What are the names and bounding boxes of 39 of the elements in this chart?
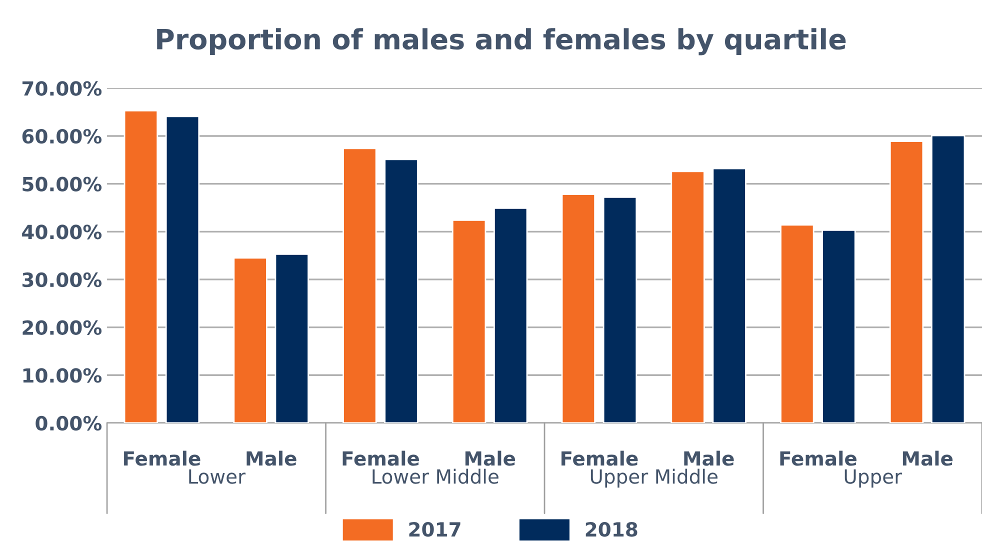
bar bbox=[124, 110, 158, 423]
bar bbox=[889, 140, 924, 423]
y-tick-label: 20.00% bbox=[22, 320, 102, 335]
y-tick-label: 60.00% bbox=[22, 128, 102, 144]
x-tick-label: Female bbox=[124, 450, 200, 466]
bar bbox=[342, 148, 377, 423]
text: Lower Middle bbox=[372, 468, 498, 484]
bar bbox=[670, 170, 705, 423]
bar bbox=[930, 134, 966, 423]
y-tick-label: 40.00% bbox=[22, 224, 102, 240]
bar bbox=[602, 196, 638, 423]
bar bbox=[561, 194, 596, 423]
bar bbox=[822, 230, 856, 423]
bar bbox=[233, 257, 268, 423]
bar bbox=[780, 224, 814, 423]
text: Upper bbox=[844, 469, 902, 488]
x-tick-label: Male bbox=[684, 450, 734, 466]
x-tick-label: Female bbox=[562, 450, 638, 466]
x-tick-label: Female bbox=[780, 450, 856, 466]
y-tick-label: 10.00% bbox=[23, 368, 102, 383]
legend-label: 2017 bbox=[409, 522, 460, 537]
bar bbox=[274, 253, 309, 423]
bar bbox=[165, 116, 200, 423]
bar bbox=[452, 219, 486, 423]
y-tick-label: 0.00% bbox=[36, 416, 102, 431]
text: Lower bbox=[189, 469, 246, 484]
y-tick-label: 50.00% bbox=[22, 176, 102, 192]
bar bbox=[384, 158, 418, 423]
x-tick-label: Male bbox=[465, 450, 516, 466]
x-tick-label: Female bbox=[342, 450, 419, 466]
y-tick-label: 30.00% bbox=[22, 272, 102, 288]
text: Upper Middle bbox=[590, 468, 718, 488]
bar bbox=[712, 168, 746, 423]
legend-label: 2018 bbox=[586, 522, 638, 537]
chart-title: Proportion of males and females by quartile bbox=[157, 28, 846, 56]
bar bbox=[494, 208, 528, 423]
x-tick-label: Male bbox=[246, 450, 296, 466]
y-tick-label: 70.00% bbox=[22, 81, 102, 96]
x-tick-label: Male bbox=[902, 450, 953, 466]
